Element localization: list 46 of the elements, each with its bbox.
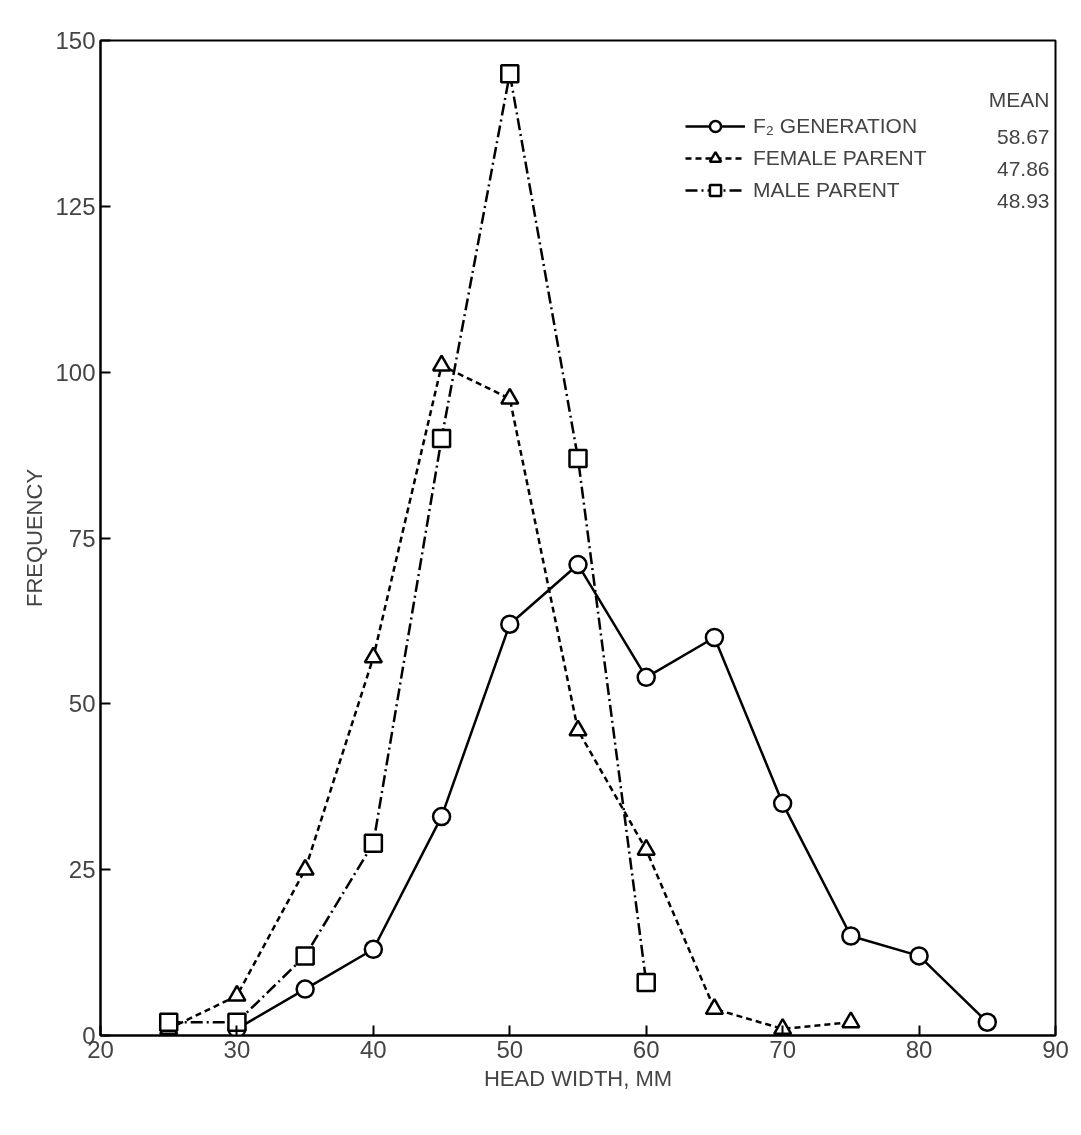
annotation: 48.93 bbox=[996, 188, 1050, 212]
point bbox=[158, 1012, 179, 1032]
point bbox=[568, 554, 588, 575]
x-tick-label: 90 bbox=[1042, 1035, 1069, 1063]
legend-title: MEAN bbox=[988, 87, 1050, 111]
x-tick-label: 40 bbox=[360, 1035, 387, 1063]
y-tick-label: 100 bbox=[55, 358, 96, 386]
point bbox=[227, 984, 247, 1002]
point bbox=[977, 1012, 998, 1032]
x-tick-label: 50 bbox=[496, 1035, 524, 1063]
point bbox=[431, 428, 452, 449]
x-tick-label: 60 bbox=[632, 1035, 660, 1063]
point bbox=[841, 1011, 861, 1029]
point bbox=[295, 946, 315, 966]
legend-label: MALE PARENT bbox=[753, 177, 901, 203]
point bbox=[363, 939, 384, 959]
point bbox=[636, 667, 656, 688]
y-tick-label: 125 bbox=[55, 192, 96, 220]
point bbox=[772, 1017, 793, 1036]
legend-label: F₂ GENERATION bbox=[753, 113, 919, 139]
point bbox=[636, 972, 656, 993]
point bbox=[227, 1012, 247, 1032]
y-axis-title: FREQUENCY bbox=[22, 468, 48, 608]
point bbox=[568, 448, 588, 469]
point bbox=[500, 614, 520, 634]
legend-label: FEMALE PARENT bbox=[753, 145, 928, 171]
point bbox=[500, 63, 520, 84]
x-axis-title: HEAD WIDTH, MM bbox=[483, 1065, 673, 1091]
point bbox=[704, 997, 725, 1016]
point bbox=[363, 833, 384, 853]
x-tick-label: 30 bbox=[223, 1035, 251, 1063]
y-tick-label: 150 bbox=[55, 27, 96, 54]
point bbox=[295, 979, 315, 999]
y-tick-label: 75 bbox=[68, 524, 96, 552]
y-tick-label: 50 bbox=[68, 690, 96, 718]
annotation: 47.86 bbox=[996, 156, 1050, 180]
annotation: 58.67 bbox=[996, 124, 1050, 148]
y-tick-label: 25 bbox=[68, 856, 96, 884]
point bbox=[841, 926, 861, 946]
point bbox=[431, 806, 452, 827]
x-tick-label: 80 bbox=[905, 1035, 933, 1063]
point bbox=[772, 793, 793, 814]
point bbox=[568, 719, 588, 737]
x-tick-label: 70 bbox=[769, 1035, 796, 1063]
point bbox=[909, 946, 929, 966]
point bbox=[704, 627, 725, 648]
